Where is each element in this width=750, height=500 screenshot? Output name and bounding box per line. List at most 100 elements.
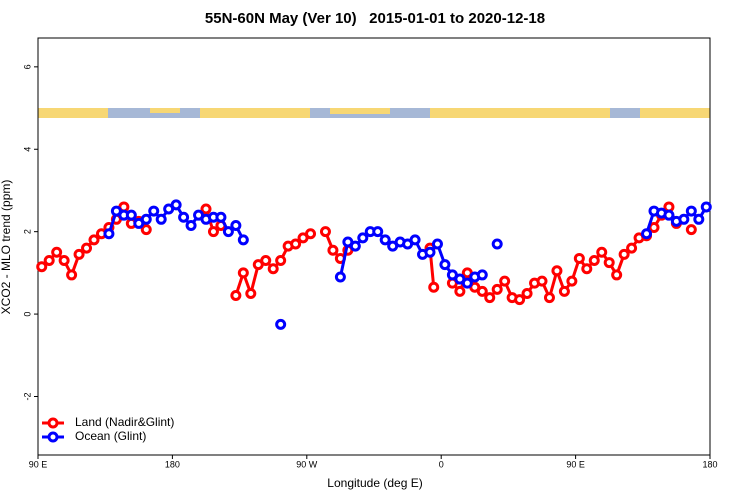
data-point (543, 292, 555, 304)
data-point (237, 267, 249, 279)
data-point (43, 255, 55, 267)
x-tick-label: 90 W (296, 459, 318, 469)
x-tick-label: 90 E (566, 459, 585, 469)
data-point (357, 232, 369, 244)
y-tick-label: 6 (22, 64, 32, 69)
data-point (125, 209, 137, 221)
data-point (73, 248, 85, 260)
data-point (140, 213, 152, 225)
data-point (305, 228, 317, 240)
data-point (431, 238, 443, 250)
legend: Land (Nadir&Glint)Ocean (Glint) (42, 415, 174, 443)
data-point (148, 205, 160, 217)
data-point (626, 242, 638, 254)
data-point (476, 269, 488, 281)
data-point (491, 238, 503, 250)
chart-title: 55N-60N May (Ver 10) 2015-01-01 to 2020-… (205, 10, 545, 27)
data-point (409, 234, 421, 246)
data-point (454, 285, 466, 297)
data-point (215, 211, 227, 223)
data-point (66, 269, 78, 281)
y-tick-label: -2 (22, 392, 32, 400)
data-point (200, 203, 212, 215)
data-point (155, 213, 167, 225)
data-point (641, 228, 653, 240)
data-point (491, 283, 503, 295)
data-point (245, 287, 257, 299)
series (103, 199, 712, 330)
y-axis-label: XCO2 - MLO trend (ppm) (0, 180, 13, 315)
data-point (521, 287, 533, 299)
y-tick-label: 0 (22, 312, 32, 317)
data-point (237, 234, 249, 246)
data-point (663, 209, 675, 221)
data-point (424, 246, 436, 258)
plot-frame (37, 37, 711, 456)
y-tick-label: 4 (22, 147, 32, 152)
data-point (372, 226, 384, 238)
data-point (207, 226, 219, 238)
data-point (476, 285, 488, 297)
data-point (178, 211, 190, 223)
data-point (581, 263, 593, 275)
data-point (618, 248, 630, 260)
data-point (88, 234, 100, 246)
legend-label: Ocean (Glint) (75, 429, 146, 443)
data-point (566, 275, 578, 287)
data-point (551, 265, 563, 277)
series (36, 201, 697, 306)
data-point (290, 238, 302, 250)
data-point (648, 222, 660, 234)
data-point (260, 255, 272, 267)
y-tick-label: 2 (22, 229, 32, 234)
data-point (51, 246, 63, 258)
legend-label: Land (Nadir&Glint) (75, 415, 174, 429)
data-point (603, 257, 615, 269)
data-point (230, 219, 242, 231)
data-point (514, 294, 526, 306)
data-point (170, 199, 182, 211)
series-line (451, 205, 678, 302)
data-point (596, 246, 608, 258)
data-point (140, 224, 152, 236)
data-point (81, 242, 93, 254)
legend-marker (47, 417, 59, 429)
data-point (484, 292, 496, 304)
data-point (700, 201, 712, 213)
data-point (685, 224, 697, 236)
data-point (185, 219, 197, 231)
data-point (222, 226, 234, 238)
data-point (327, 244, 339, 256)
data-point (685, 205, 697, 217)
data-point (439, 259, 451, 271)
data-point (349, 240, 361, 252)
x-tick-label: 180 (165, 459, 180, 469)
data-point (230, 290, 242, 302)
data-point (58, 255, 70, 267)
data-point (611, 269, 623, 281)
data-point (428, 281, 440, 293)
data-point (334, 271, 346, 283)
data-point (461, 277, 473, 289)
legend-marker (47, 431, 59, 443)
data-point (267, 263, 279, 275)
data-point (103, 228, 115, 240)
data-point (558, 285, 570, 297)
data-point (573, 252, 585, 264)
data-point (536, 275, 548, 287)
data-point (275, 318, 287, 330)
x-tick-label: 180 (702, 459, 717, 469)
x-axis-label: Longitude (deg E) (327, 476, 422, 490)
data-point (678, 213, 690, 225)
data-point (275, 255, 287, 267)
data-point (693, 213, 705, 225)
data-point (36, 261, 48, 273)
x-tick-label: 90 E (29, 459, 48, 469)
data-point (499, 275, 511, 287)
data-point (379, 234, 391, 246)
map-strip (38, 108, 710, 118)
data-point (588, 255, 600, 267)
data-point (319, 226, 331, 238)
